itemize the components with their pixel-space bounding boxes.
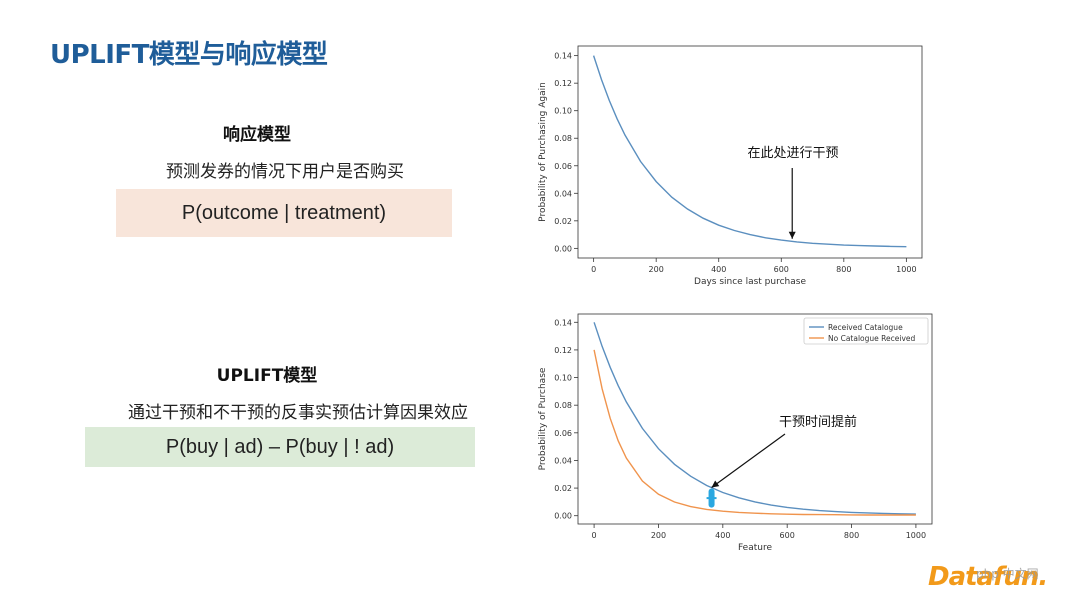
x-tick-label: 400	[711, 265, 726, 274]
annotation-arrow-head	[788, 231, 796, 239]
chart-days-since-purchase: 0 200 400 600 800 1000 0.00 0.02 0.04 0.06 0.08 0.1…	[538, 45, 923, 287]
y-tick-label: 0.08	[554, 134, 572, 143]
x-tick-label: 1000	[896, 265, 916, 274]
legend-box	[803, 317, 929, 345]
x-tick-label: 0	[592, 531, 597, 540]
response-model-formula: P(outcome | treatment)	[116, 189, 452, 237]
chart-probability-of-purchase: 0 200 400 600 800 1000 0.00 0.02 0.04 0.06 0.08 0.1…	[538, 313, 933, 553]
y-tick-label: 0.02	[554, 484, 572, 493]
x-tick-label: 400	[715, 531, 730, 540]
x-tick-label: 600	[774, 265, 789, 274]
y-tick-label: 0.12	[554, 79, 572, 88]
y-tick-label: 0.08	[554, 401, 572, 410]
x-tick-label: 0	[591, 265, 596, 274]
x-tick-label: 200	[649, 265, 664, 274]
response-model-description: 预测发券的情况下用户是否购买	[166, 162, 404, 182]
y-tick-label: 0.14	[554, 52, 572, 61]
y-tick-label: 0.04	[554, 456, 572, 465]
watermark: php 中文网	[976, 567, 1039, 581]
datafun-logo: Datafun.	[928, 562, 1048, 592]
plot-frame	[577, 45, 923, 259]
uplift-model-title: UPLIFT模型	[216, 366, 318, 386]
uplift-model-description: 通过干预和不干预的反事实预估计算因果效应	[128, 403, 468, 423]
y-tick-label: 0.12	[554, 346, 572, 355]
y-tick-label: 0.06	[554, 429, 572, 438]
series-line-0	[593, 322, 916, 515]
y-tick-label: 0.00	[554, 512, 572, 521]
response-model-title: 响应模型	[223, 125, 291, 145]
y-tick-label: 0.10	[554, 374, 572, 383]
slide-title: UPLIFT模型与响应模型	[50, 40, 328, 70]
y-axis-label: Probability of Purchase	[538, 367, 548, 470]
y-tick-label: 0.06	[554, 162, 572, 171]
datafun-logo-mark: Datafun.	[928, 562, 1048, 592]
y-tick-label: 0.14	[554, 318, 572, 327]
uplift-model-formula: P(buy | ad) – P(buy | ! ad)	[85, 427, 475, 467]
y-tick-label: 0.10	[554, 107, 572, 116]
x-tick-label: 800	[844, 531, 859, 540]
x-tick-label: 800	[836, 265, 851, 274]
y-tick-label: 0.00	[554, 244, 572, 253]
legend-label-0: Received Catalogue	[828, 323, 903, 332]
annotation-arrow-head	[711, 480, 720, 488]
x-tick-label: 200	[651, 531, 666, 540]
annotation-text: 在此处进行干预	[747, 146, 838, 161]
annotation-text: 干预时间提前	[779, 414, 857, 430]
legend-label-1: No Catalogue Received	[828, 334, 916, 343]
x-tick-label: 1000	[906, 531, 926, 540]
plot-frame	[577, 313, 933, 525]
series-line-0	[592, 55, 907, 248]
annotation-arrow-shaft	[711, 433, 786, 488]
y-axis-label: Probability of Purchasing Again	[538, 82, 548, 222]
x-axis-label: Feature	[738, 543, 772, 553]
y-tick-label: 0.02	[554, 217, 572, 226]
series-line-1	[593, 349, 916, 516]
x-tick-label: 600	[780, 531, 795, 540]
x-axis-label: Days since last purchase	[694, 277, 806, 287]
y-tick-label: 0.04	[554, 189, 572, 198]
